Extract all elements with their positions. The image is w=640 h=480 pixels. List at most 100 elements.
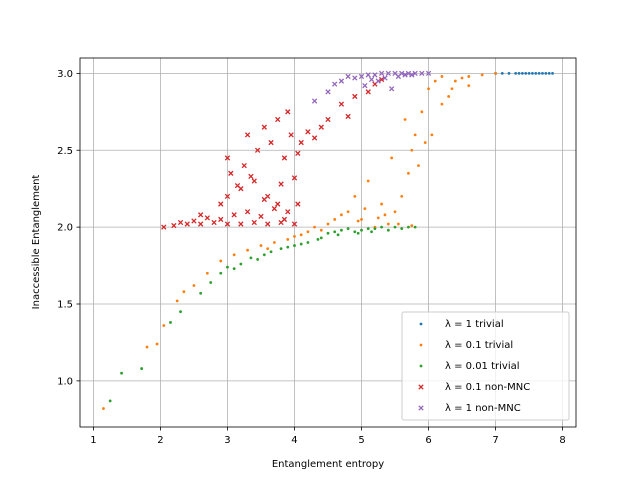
data-point	[193, 284, 196, 287]
data-point	[538, 72, 541, 75]
data-point	[414, 226, 417, 229]
data-point	[447, 95, 450, 98]
data-point	[280, 247, 283, 250]
data-point	[394, 226, 397, 229]
data-point	[390, 157, 393, 160]
y-tick-label: 3.0	[57, 69, 73, 80]
legend-label-2: λ = 0.1 trivial	[445, 340, 513, 351]
y-tick-label: 2.0	[57, 223, 73, 234]
data-point	[260, 244, 263, 247]
data-point	[360, 229, 363, 232]
x-tick-label: 1	[90, 435, 96, 446]
y-axis-label: Inaccessible Entanglement	[31, 175, 42, 310]
data-point	[327, 223, 330, 226]
x-tick-label: 3	[224, 435, 230, 446]
data-point	[109, 399, 112, 402]
legend-marker-1	[420, 323, 423, 326]
data-point	[233, 253, 236, 256]
legend-label-5: λ = 1 non-MNC	[445, 403, 521, 414]
data-point	[508, 72, 511, 75]
data-point	[410, 224, 413, 227]
data-point	[461, 77, 464, 80]
data-point	[548, 72, 551, 75]
data-point	[263, 253, 266, 256]
data-point	[534, 72, 537, 75]
data-point	[140, 367, 143, 370]
data-point	[451, 87, 454, 90]
data-point	[156, 343, 159, 346]
data-point	[300, 233, 303, 236]
y-tick-label: 1.0	[57, 376, 73, 387]
data-point	[407, 226, 410, 229]
data-point	[420, 110, 423, 113]
data-point	[293, 244, 296, 247]
data-point	[179, 310, 182, 313]
data-point	[494, 72, 497, 75]
data-point	[250, 256, 253, 259]
data-point	[380, 203, 383, 206]
data-point	[320, 229, 323, 232]
data-point	[441, 75, 444, 78]
data-point	[360, 218, 363, 221]
data-point	[176, 300, 179, 303]
data-point	[434, 80, 437, 83]
scatter-chart: 1 2 3 4 5 6 7 81.01.52.02.53.0 Entanglement ent…	[0, 0, 640, 480]
y-tick-label: 2.5	[57, 146, 73, 157]
data-point	[270, 250, 273, 253]
data-point	[467, 75, 470, 78]
data-point	[367, 180, 370, 183]
data-point	[414, 133, 417, 136]
data-point	[347, 227, 350, 230]
data-point	[400, 195, 403, 198]
x-tick-label: 5	[358, 435, 364, 446]
data-point	[501, 72, 504, 75]
legend: λ = 1 trivial λ = 0.1 trivial λ = 0.01 t…	[402, 312, 569, 420]
data-point	[521, 72, 524, 75]
data-point	[370, 230, 373, 233]
data-point	[146, 346, 149, 349]
data-point	[417, 164, 420, 167]
data-point	[410, 149, 413, 152]
data-point	[397, 223, 400, 226]
data-point	[377, 217, 380, 220]
data-point	[374, 227, 377, 230]
data-point	[233, 267, 236, 270]
legend-marker-3	[420, 365, 423, 368]
data-point	[162, 324, 165, 327]
data-point	[524, 72, 527, 75]
data-point	[209, 281, 212, 284]
data-point	[384, 213, 387, 216]
data-point	[306, 241, 309, 244]
data-point	[454, 80, 457, 83]
data-point	[266, 247, 269, 250]
data-point	[424, 141, 427, 144]
data-point	[404, 118, 407, 121]
data-point	[363, 207, 366, 210]
data-point	[407, 172, 410, 175]
data-point	[514, 72, 517, 75]
data-point	[206, 272, 209, 275]
data-point	[320, 236, 323, 239]
data-point	[219, 260, 222, 263]
data-point	[367, 227, 370, 230]
data-point	[387, 229, 390, 232]
data-point	[313, 226, 316, 229]
data-point	[518, 72, 521, 75]
data-point	[340, 229, 343, 232]
data-point	[544, 72, 547, 75]
data-point	[333, 230, 336, 233]
legend-marker-2	[420, 344, 423, 347]
data-point	[481, 74, 484, 77]
data-point	[333, 218, 336, 221]
data-point	[293, 235, 296, 238]
data-point	[317, 238, 320, 241]
data-point	[467, 84, 470, 87]
y-tick-label: 1.5	[57, 300, 73, 311]
x-tick-label: 8	[559, 435, 565, 446]
data-point	[340, 213, 343, 216]
data-point	[551, 72, 554, 75]
data-point	[441, 103, 444, 106]
data-point	[102, 407, 105, 410]
data-point	[219, 272, 222, 275]
data-point	[286, 246, 289, 249]
